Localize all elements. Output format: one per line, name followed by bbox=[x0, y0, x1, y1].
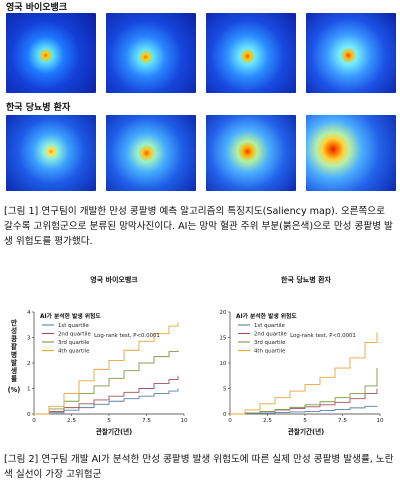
saliency-map-kr-2 bbox=[106, 115, 196, 191]
chart-kr-y-tick-label: 20 bbox=[219, 310, 227, 316]
chart-kr-plot: 0 2.5 5 7.5 10 0 5 10 15 20 AI가 분석한 발생 위험도 1st quar… bbox=[219, 310, 384, 424]
chart-kr-annotation: Log-rank test, P<0.0001 bbox=[290, 333, 356, 339]
chart-kr-legend-item: 4th quartile bbox=[254, 349, 286, 355]
chart-kr-x-tick-label: 5 bbox=[303, 418, 307, 424]
saliency-map-uk-3 bbox=[206, 13, 296, 93]
chart-uk-y-tick-label: 3 bbox=[27, 336, 31, 342]
svg-text:률: 률 bbox=[11, 374, 17, 383]
chart-kr-y-tick-label: 15 bbox=[219, 336, 227, 342]
chart-kr-legend-item: 2nd quartile bbox=[254, 332, 287, 338]
chart-uk-x-tick-label: 0 bbox=[32, 418, 36, 424]
chart-kr-y-tick-label: 10 bbox=[219, 361, 227, 367]
chart-uk-series-1 bbox=[34, 388, 179, 415]
chart-kr-legend-item: 1st quartile bbox=[254, 323, 286, 329]
figure2-caption: [그림 2] 연구팀 개발 AI가 분석한 만성 콩팥병 발생 위험도에 따른 … bbox=[4, 454, 394, 480]
chart-uk-series-2 bbox=[34, 375, 179, 415]
chart-uk-y-tick-label: 0 bbox=[27, 412, 31, 418]
chart-kr-x-tick-label: 2.5 bbox=[263, 418, 272, 424]
svg-text:성: 성 bbox=[11, 326, 17, 335]
chart-uk-legend-item: 3rd quartile bbox=[58, 340, 90, 346]
chart-uk-y-tick-label: 2 bbox=[27, 361, 31, 367]
chart-kr-legend-title: AI가 분석한 발생 위험도 bbox=[236, 312, 297, 320]
chart-kr-x-tick-label: 10 bbox=[376, 418, 384, 424]
chart-uk-legend-item: 1st quartile bbox=[58, 323, 90, 329]
svg-text:콩: 콩 bbox=[11, 334, 17, 343]
svg-text:만: 만 bbox=[11, 318, 17, 327]
chart-kr-legend-item: 3rd quartile bbox=[254, 340, 286, 346]
chart-uk-ylabel: 만 성 콩 팥 병 발 생 률 (%) bbox=[8, 318, 21, 394]
saliency-map-kr-4 bbox=[306, 115, 396, 191]
saliency-map-uk-4 bbox=[306, 13, 396, 93]
chart-kr: 한국 당뇨병 환자 0 2.5 5 7.5 10 0 5 10 15 20 AI가 분석한 발생 위… bbox=[219, 275, 384, 436]
chart-kr-x-tick-label: 0 bbox=[228, 418, 232, 424]
chart-kr-x-tick-label: 7.5 bbox=[338, 418, 347, 424]
chart-uk-legend-item: 4th quartile bbox=[58, 349, 90, 355]
chart-uk-series-4 bbox=[34, 322, 179, 415]
saliency-map-kr-3 bbox=[206, 115, 296, 191]
chart-uk-annotation: Log-rank test, P<0.0001 bbox=[94, 333, 160, 339]
group-label-uk: 영국 바이오뱅크 bbox=[6, 3, 68, 13]
chart-uk-y-tick-label: 1 bbox=[27, 387, 31, 393]
chart-uk-x-tick-label: 7.5 bbox=[142, 418, 151, 424]
chart-uk-x-tick-label: 5 bbox=[107, 418, 111, 424]
chart-kr-y-tick-label: 5 bbox=[223, 387, 227, 393]
svg-text:팥: 팥 bbox=[11, 342, 17, 351]
chart-kr-series-3 bbox=[230, 368, 378, 415]
chart-uk-xlabel: 관찰기간(년) bbox=[96, 427, 132, 436]
svg-text:(%): (%) bbox=[8, 386, 21, 394]
chart-uk-x-tick-label: 10 bbox=[180, 418, 188, 424]
chart-uk-x-tick-label: 2.5 bbox=[67, 418, 76, 424]
saliency-map-uk-2 bbox=[106, 13, 196, 93]
chart-uk-y-tick-label: 4 bbox=[27, 310, 31, 316]
chart-uk-title: 영국 바이오뱅크 bbox=[90, 275, 138, 284]
svg-text:생: 생 bbox=[11, 366, 17, 375]
group-label-kr: 한국 당뇨병 환자 bbox=[6, 103, 71, 113]
svg-text:발: 발 bbox=[11, 358, 17, 367]
svg-text:병: 병 bbox=[11, 350, 17, 359]
chart-kr-title: 한국 당뇨병 환자 bbox=[281, 275, 332, 284]
chart-uk: 영국 바이오뱅크 0 2.5 5 7.5 10 0 1 2 3 4 AI가 분석한 발생 위험도 1s… bbox=[8, 275, 188, 436]
chart-uk-legend-title: AI가 분석한 발생 위험도 bbox=[40, 312, 101, 320]
chart-uk-legend-item: 2nd quartile bbox=[58, 332, 91, 338]
saliency-map-kr-1 bbox=[6, 115, 96, 191]
chart-uk-plot: 0 2.5 5 7.5 10 0 1 2 3 4 AI가 분석한 발생 위험도 1st quartil… bbox=[27, 310, 188, 424]
figure1-caption: [그림 1] 연구팀이 개발한 만성 콩팥병 예측 알고리즘의 특징지도(Sal… bbox=[4, 206, 393, 247]
saliency-map-uk-1 bbox=[6, 13, 96, 93]
chart-kr-series-4 bbox=[230, 332, 378, 415]
chart-kr-y-tick-label: 0 bbox=[223, 412, 227, 418]
chart-kr-xlabel: 관찰기간(년) bbox=[288, 427, 324, 436]
